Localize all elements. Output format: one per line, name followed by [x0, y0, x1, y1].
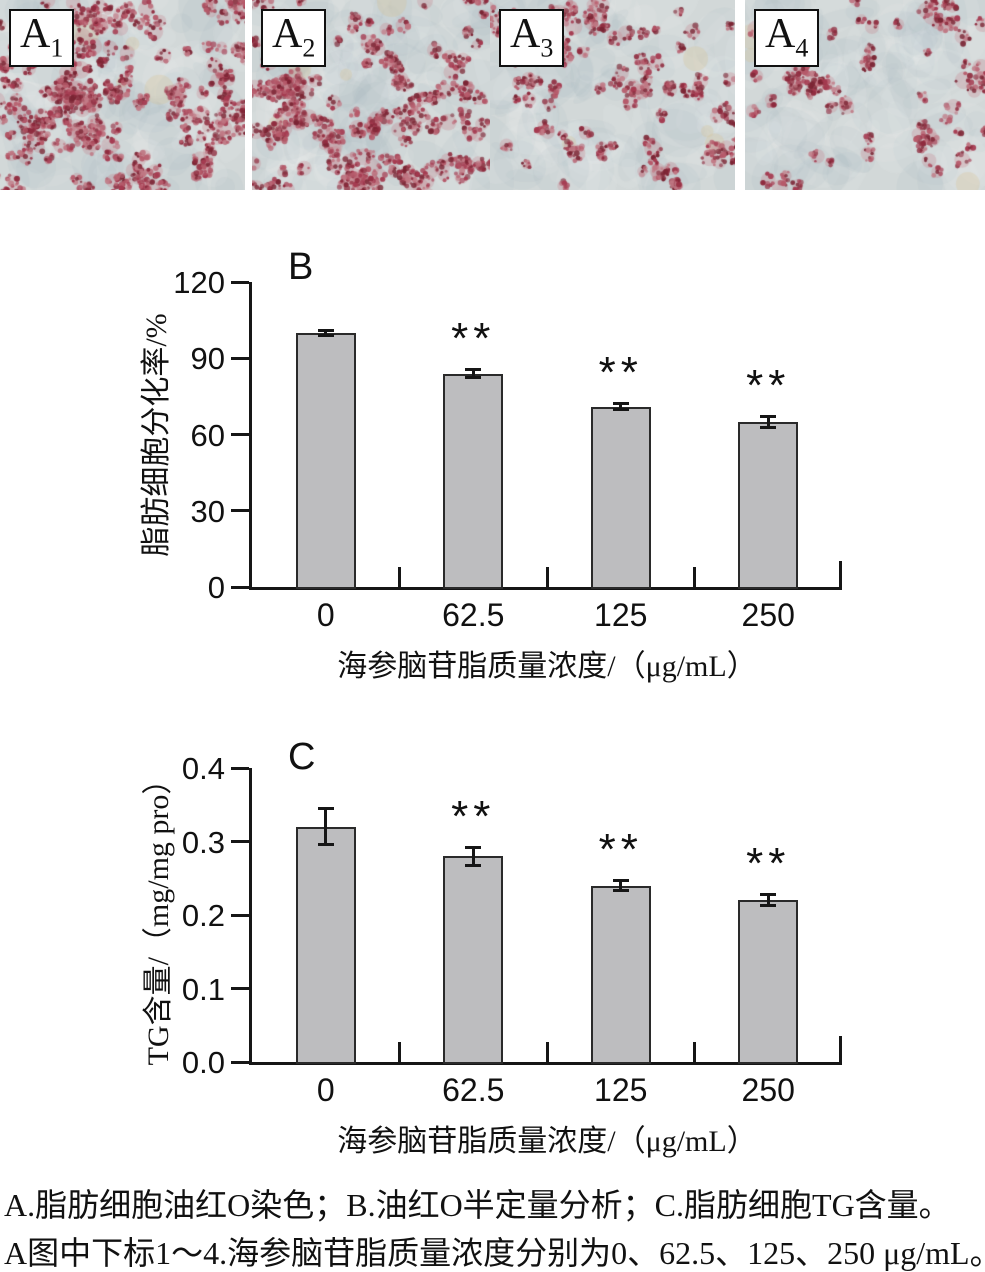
- chart-b-end-tick: [839, 561, 842, 587]
- chart-c-xtick: [545, 1042, 549, 1062]
- chart-b-ytick: [231, 280, 249, 284]
- chart-b-error-cap-bottom: [760, 425, 777, 429]
- chart-b-significance-62.5: **: [451, 313, 496, 363]
- chart-b-ytick: [231, 356, 249, 360]
- chart-b-xtick-label-125: 125: [594, 597, 648, 633]
- chart-b-error-cap-top: [465, 367, 482, 371]
- chart-b-xtick: [693, 567, 696, 587]
- chart-b-ytick-label: 0: [207, 570, 225, 605]
- micrograph-label-a2: A2: [261, 9, 327, 67]
- chart-c-xtick-label-62.5: 62.5: [442, 1072, 505, 1108]
- chart-b-error-cap-bottom: [465, 376, 482, 380]
- micrograph-panel-a1: A1: [0, 0, 245, 190]
- chart-c-ytick-label: 0.1: [181, 971, 225, 1007]
- chart-b-significance-125: **: [598, 348, 643, 398]
- chart-c-significance-62.5: **: [451, 791, 496, 841]
- chart-c-error-cap-top: [612, 878, 629, 882]
- chart-c-error-cap-bottom: [465, 863, 482, 867]
- chart-b-error-bar: [619, 403, 623, 410]
- chart-c-error-cap-bottom: [760, 904, 777, 908]
- chart-b-significance-250: **: [746, 360, 791, 410]
- chart-b-ytick: [231, 585, 249, 589]
- chart-c-error-cap-bottom: [317, 843, 334, 847]
- chart-c-bar-250: [738, 900, 799, 1064]
- caption-line-2: A图中下标1～4.海参脑苷脂质量浓度分别为0、62.5、125、250 μg/m…: [4, 1235, 985, 1271]
- micrograph-panel-a3: A3: [490, 0, 735, 190]
- chart-c-ytick-label: 0.4: [181, 751, 225, 786]
- micrograph-label-a3: A3: [499, 9, 565, 67]
- chart-c-error-bar: [324, 808, 328, 846]
- chart-c-panel-letter: C: [288, 736, 316, 778]
- chart-c-bar-125: [590, 885, 651, 1064]
- chart-c-error-bar: [766, 894, 770, 907]
- chart-b-ytick-label: 90: [190, 341, 225, 377]
- chart-b-ytick-label: 30: [190, 493, 225, 529]
- chart-b-error-cap-top: [612, 402, 629, 406]
- chart-c-plot-area: [249, 768, 842, 1065]
- chart-b-xtick-label-0: 0: [316, 597, 335, 633]
- chart-b-error-bar: [324, 329, 328, 336]
- chart-c-x-axis-title: 海参脑苷脂质量浓度/（μg/mL）: [337, 1125, 757, 1158]
- chart-b-ytick-label: 60: [190, 417, 225, 453]
- chart-b-xtick: [398, 567, 401, 587]
- chart-c-xtick: [693, 1042, 696, 1062]
- chart-c-ytick-label: 0.2: [181, 898, 225, 933]
- chart-b-xtick-label-62.5: 62.5: [442, 597, 505, 633]
- chart-b-panel-letter: B: [288, 246, 314, 288]
- chart-c-ytick-label: 0.0: [181, 1045, 225, 1080]
- chart-b-ytick: [231, 509, 249, 513]
- chart-c-xtick: [398, 1042, 401, 1062]
- chart-b-bar-250: [738, 421, 799, 589]
- chart-b-error-cap-top: [317, 328, 334, 332]
- chart-b-error-bar: [766, 415, 770, 428]
- micrograph-label-a4: A4: [754, 9, 820, 67]
- chart-c-xtick-label-250: 250: [741, 1072, 795, 1108]
- chart-c-ytick-label: 0.3: [181, 824, 225, 860]
- chart-c-ytick: [231, 766, 249, 770]
- chart-b-bar-62.5: [443, 373, 504, 589]
- chart-b-error-cap-bottom: [612, 407, 629, 411]
- chart-c-error-cap-top: [317, 807, 334, 811]
- chart-c-significance-250: **: [746, 839, 791, 889]
- chart-b-error-cap-top: [760, 414, 777, 418]
- chart-b-x-axis-title: 海参脑苷脂质量浓度/（μg/mL）: [337, 650, 757, 683]
- chart-b-plot-area: [249, 282, 842, 590]
- chart-b-bar-125: [590, 406, 651, 589]
- chart-c-xtick-label-125: 125: [594, 1072, 648, 1108]
- chart-c-ytick: [231, 840, 249, 843]
- caption-line-1: A.脂肪细胞油红O染色；B.油红O半定量分析；C.脂肪细胞TG含量。: [4, 1187, 951, 1223]
- chart-c-error-cap-top: [465, 845, 482, 849]
- chart-c-error-bar: [619, 879, 623, 892]
- chart-c-error-cap-bottom: [612, 889, 629, 893]
- micrograph-label-a1: A1: [9, 9, 75, 67]
- chart-b-bar-0: [295, 332, 356, 589]
- chart-b-xtick-label-250: 250: [741, 597, 795, 633]
- chart-b-error-bar: [471, 368, 475, 379]
- chart-c-bar-0: [295, 826, 356, 1064]
- chart-c-ytick: [231, 1060, 249, 1064]
- chart-c-ytick: [231, 913, 249, 917]
- micrograph-panel-a2: A2: [252, 0, 490, 190]
- chart-b-ytick: [231, 433, 249, 436]
- chart-c-bar-62.5: [443, 856, 504, 1064]
- chart-b-y-axis-title: 脂肪细胞分化率/%: [140, 312, 173, 557]
- micrograph-panel-a4: A4: [745, 0, 985, 190]
- chart-c-ytick: [231, 987, 249, 990]
- chart-b-ytick-label: 120: [173, 265, 225, 300]
- chart-c-error-bar: [471, 846, 475, 866]
- chart-c-y-axis-title: TG含量/（mg/mg pro）: [142, 764, 175, 1066]
- chart-b-xtick: [545, 567, 549, 587]
- chart-c-xtick-label-0: 0: [316, 1072, 335, 1108]
- chart-c-error-cap-top: [760, 893, 777, 897]
- chart-c-significance-125: **: [598, 824, 643, 874]
- chart-c-end-tick: [839, 1036, 842, 1062]
- chart-b-error-cap-bottom: [317, 333, 334, 337]
